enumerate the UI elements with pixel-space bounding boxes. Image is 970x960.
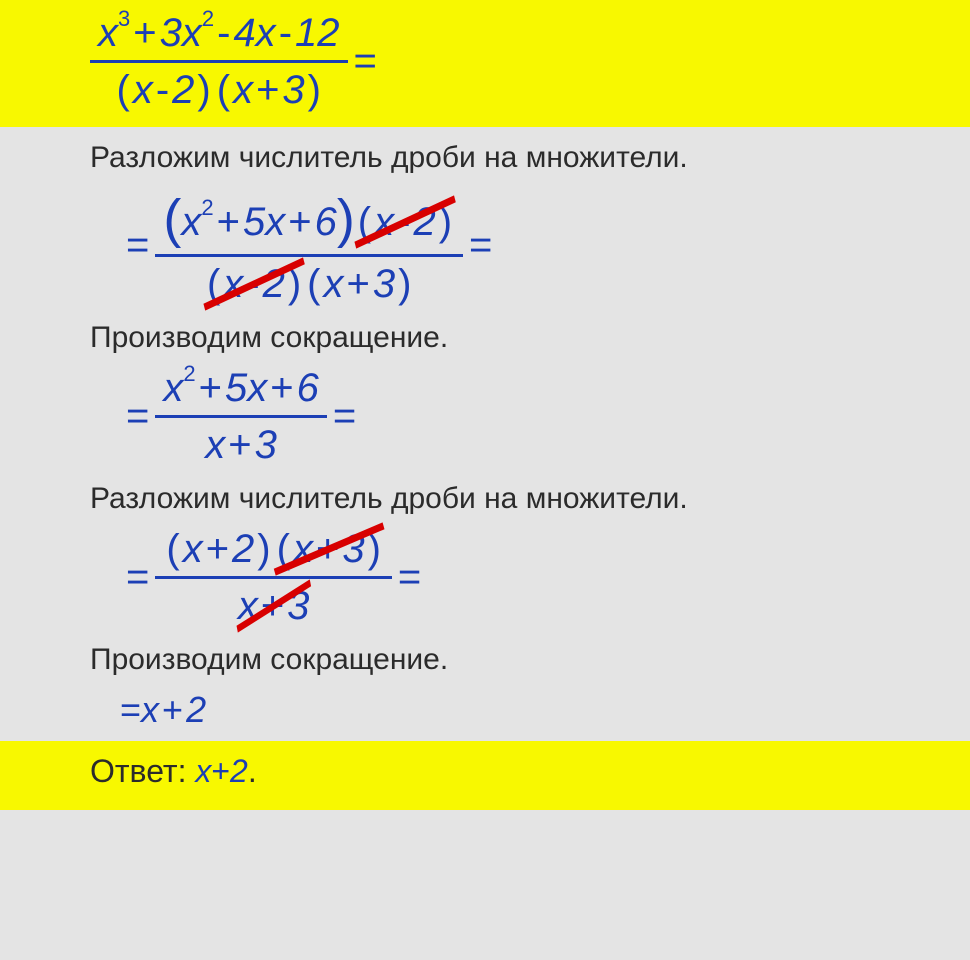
equals-sign: =	[120, 555, 155, 600]
step3-fraction: = x2+5x+6 x+3 =	[0, 361, 970, 472]
equals-sign: =	[327, 394, 362, 439]
answer-label-text: Ответ:	[90, 753, 195, 789]
equals-sign: =	[120, 689, 141, 730]
factor: (x+3)	[304, 257, 414, 311]
equals-sign: =	[348, 39, 383, 84]
math-solution-page: x3+3x2-4x-12 (x-2)(x+3) = Разложим числи…	[0, 0, 970, 810]
fraction: (x+2)(x+3) x+3	[155, 522, 392, 633]
factor-struck: (x-2)	[355, 195, 455, 249]
equals-sign: =	[120, 223, 155, 268]
numerator: x2+5x+6	[155, 361, 326, 415]
step4-fraction: = (x+2)(x+3) x+3 =	[0, 522, 970, 633]
numerator: (x+2)(x+3)	[155, 522, 392, 576]
caption-4: Производим сокращение.	[0, 633, 970, 683]
step1-fraction: x3+3x2-4x-12 (x-2)(x+3) =	[0, 6, 970, 117]
fraction: x3+3x2-4x-12 (x-2)(x+3)	[90, 6, 348, 117]
factor: x2+5x+6	[163, 181, 354, 254]
denominator: x+3	[197, 418, 285, 472]
factor: (x-2)	[114, 63, 214, 117]
highlight-band-answer: Ответ: x+2.	[0, 741, 970, 810]
caption-2: Производим сокращение.	[0, 311, 970, 361]
factor: (x+2)	[163, 522, 273, 576]
caption-1: Разложим числитель дроби на множители.	[0, 131, 970, 181]
factor-struck: x+3	[238, 579, 310, 633]
fraction: x2+5x+6(x-2) (x-2) (x+3)	[155, 181, 463, 311]
highlight-band-top: x3+3x2-4x-12 (x-2)(x+3) =	[0, 0, 970, 127]
fraction: x2+5x+6 x+3	[155, 361, 326, 472]
equals-sign: =	[463, 223, 498, 268]
answer-value: x+2	[195, 753, 247, 789]
numerator: x3+3x2-4x-12	[90, 6, 348, 60]
body-section: Разложим числитель дроби на множители. =…	[0, 127, 970, 741]
numerator: x2+5x+6(x-2)	[155, 181, 463, 254]
denominator: (x-2)(x+3)	[106, 63, 333, 117]
step2-fraction: = x2+5x+6(x-2) (x-2) (x+3) =	[0, 181, 970, 311]
denominator: x+3	[230, 579, 318, 633]
caption-3: Разложим числитель дроби на множители.	[0, 472, 970, 522]
factor-struck: (x-2)	[204, 257, 304, 311]
answer-line: Ответ: x+2.	[0, 747, 970, 800]
equals-sign: =	[120, 394, 155, 439]
factor-struck: (x+3)	[274, 522, 384, 576]
step5-result: =x+2	[0, 683, 970, 737]
equals-sign: =	[392, 555, 427, 600]
denominator: (x-2) (x+3)	[196, 257, 423, 311]
answer-period: .	[248, 753, 257, 789]
factor: (x+3)	[214, 63, 324, 117]
